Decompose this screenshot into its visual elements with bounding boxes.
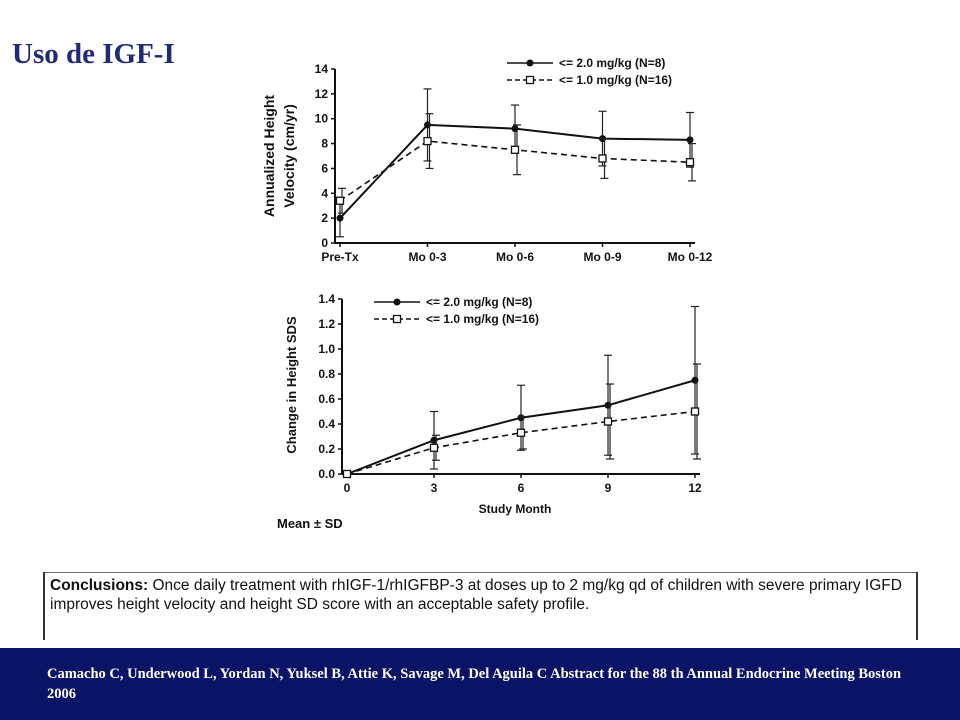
y-tick-label: 8 bbox=[321, 137, 328, 151]
x-tick-label: 9 bbox=[605, 481, 612, 495]
y-tick-label: 0.8 bbox=[318, 367, 335, 381]
x-tick-label: 3 bbox=[431, 481, 438, 495]
y-tick-label: 6 bbox=[321, 161, 328, 175]
y-axis-label: Annualized Height bbox=[261, 95, 277, 217]
legend-label: <= 1.0 mg/kg (N=16) bbox=[426, 312, 539, 326]
data-point-high-dose bbox=[686, 136, 694, 144]
slide-title: Uso de IGF-I bbox=[12, 38, 175, 70]
conclusions-text: Once daily treatment with rhIGF-1/rhIGFB… bbox=[50, 577, 902, 613]
y-tick-label: 0.4 bbox=[318, 417, 335, 431]
footer-bar: Camacho C, Underwood L, Yordan N, Yuksel… bbox=[0, 648, 960, 720]
x-tick-label: 0 bbox=[344, 481, 351, 495]
data-point-low-dose bbox=[423, 136, 432, 146]
data-point-low-dose bbox=[516, 428, 526, 437]
y-tick-label: 14 bbox=[315, 62, 329, 76]
legend-label: <= 2.0 mg/kg (N=8) bbox=[559, 56, 665, 70]
data-point-low-dose bbox=[603, 417, 613, 426]
height-velocity-chart: 0 2 4 6 8 10 12 14 Pre-Tx Mo 0-3 Mo 0-6 Mo 0-9 Mo 0-… bbox=[261, 56, 713, 264]
mean-sd-note: Mean ± SD bbox=[277, 516, 343, 531]
y-tick-label: 0.6 bbox=[318, 392, 335, 406]
legend-marker bbox=[526, 59, 534, 67]
y-tick-label: 1.4 bbox=[318, 292, 335, 306]
data-point-low-dose bbox=[685, 158, 695, 167]
conclusions-label: Conclusions: bbox=[50, 577, 149, 594]
conclusions-border-top bbox=[43, 572, 918, 573]
x-tick-label: Mo 0-3 bbox=[408, 250, 446, 264]
x-tick-label: Mo 0-9 bbox=[583, 250, 621, 264]
y-tick-label: 12 bbox=[315, 87, 329, 101]
y-axis-label: Velocity (cm/yr) bbox=[281, 104, 297, 208]
series-line-low-dose bbox=[346, 410, 696, 475]
legend-marker bbox=[393, 298, 401, 306]
x-tick-label: Mo 0-12 bbox=[668, 250, 713, 264]
data-point-low-dose bbox=[690, 407, 700, 416]
data-point-low-dose bbox=[598, 154, 607, 163]
y-tick-label: 4 bbox=[321, 186, 328, 200]
y-tick-label: 0.2 bbox=[318, 442, 335, 456]
y-axis-label: Change in Height SDS bbox=[284, 316, 299, 454]
data-point-high-dose bbox=[336, 214, 344, 222]
data-point-low-dose bbox=[510, 145, 520, 154]
x-tick-label: 6 bbox=[518, 481, 525, 495]
citation-text: Camacho C, Underwood L, Yordan N, Yuksel… bbox=[47, 666, 902, 702]
data-point-low-dose bbox=[342, 469, 352, 479]
x-tick-label: Pre-Tx bbox=[321, 250, 359, 264]
y-tick-label: 0 bbox=[321, 236, 328, 250]
conclusions-border-right bbox=[916, 572, 918, 640]
x-tick-label: Mo 0-6 bbox=[496, 250, 534, 264]
legend-marker bbox=[525, 75, 535, 85]
y-tick-label: 2 bbox=[321, 211, 328, 225]
data-point-low-dose bbox=[335, 196, 345, 205]
conclusions-box: Conclusions: Once daily treatment with r… bbox=[50, 576, 930, 614]
x-tick-label: 12 bbox=[688, 481, 702, 495]
conclusions-border-left bbox=[43, 572, 45, 640]
data-point-low-dose bbox=[429, 443, 439, 452]
y-tick-label: 0.0 bbox=[318, 467, 335, 481]
x-axis-label: Study Month bbox=[479, 502, 552, 516]
legend-label: <= 2.0 mg/kg (N=8) bbox=[426, 295, 532, 309]
y-tick-label: 1.2 bbox=[318, 317, 335, 331]
legend-marker bbox=[392, 314, 402, 324]
height-sds-chart: 0.0 0.2 0.4 0.6 0.8 1.0 1.2 1.4 0 3 6 9 12 <= 2.0 mg/… bbox=[284, 292, 702, 516]
y-tick-label: 1.0 bbox=[318, 342, 335, 356]
legend-label: <= 1.0 mg/kg (N=16) bbox=[559, 73, 672, 87]
y-tick-label: 10 bbox=[315, 112, 329, 126]
